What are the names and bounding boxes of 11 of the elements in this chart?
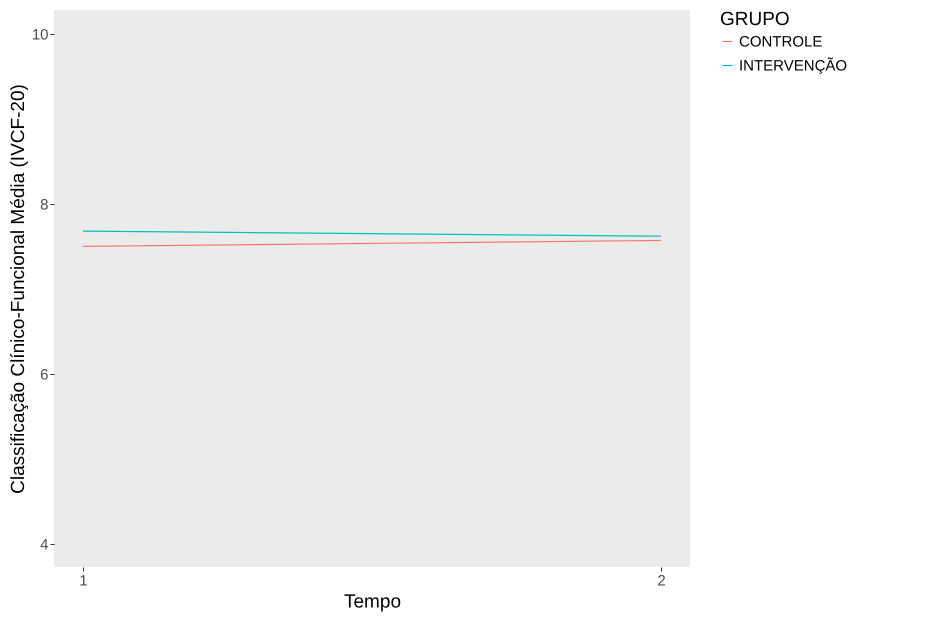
x-tick-label: 1 xyxy=(79,572,88,590)
y-tick-label: 10 xyxy=(32,26,48,44)
x-axis-title: Tempo xyxy=(344,592,402,612)
y-axis-title: Classificação Clínico-Funcional Média (IVCF-20) xyxy=(8,84,29,494)
y-tick-label: 6 xyxy=(40,366,48,384)
y-tick-label: 8 xyxy=(40,196,48,214)
legend-title: GRUPO xyxy=(720,9,790,30)
y-tick-label: 4 xyxy=(40,536,48,554)
legend-label: CONTROLE xyxy=(739,34,822,50)
x-tick-label: 2 xyxy=(657,572,666,590)
legend-label: INTERVENÇÃO xyxy=(739,56,848,74)
